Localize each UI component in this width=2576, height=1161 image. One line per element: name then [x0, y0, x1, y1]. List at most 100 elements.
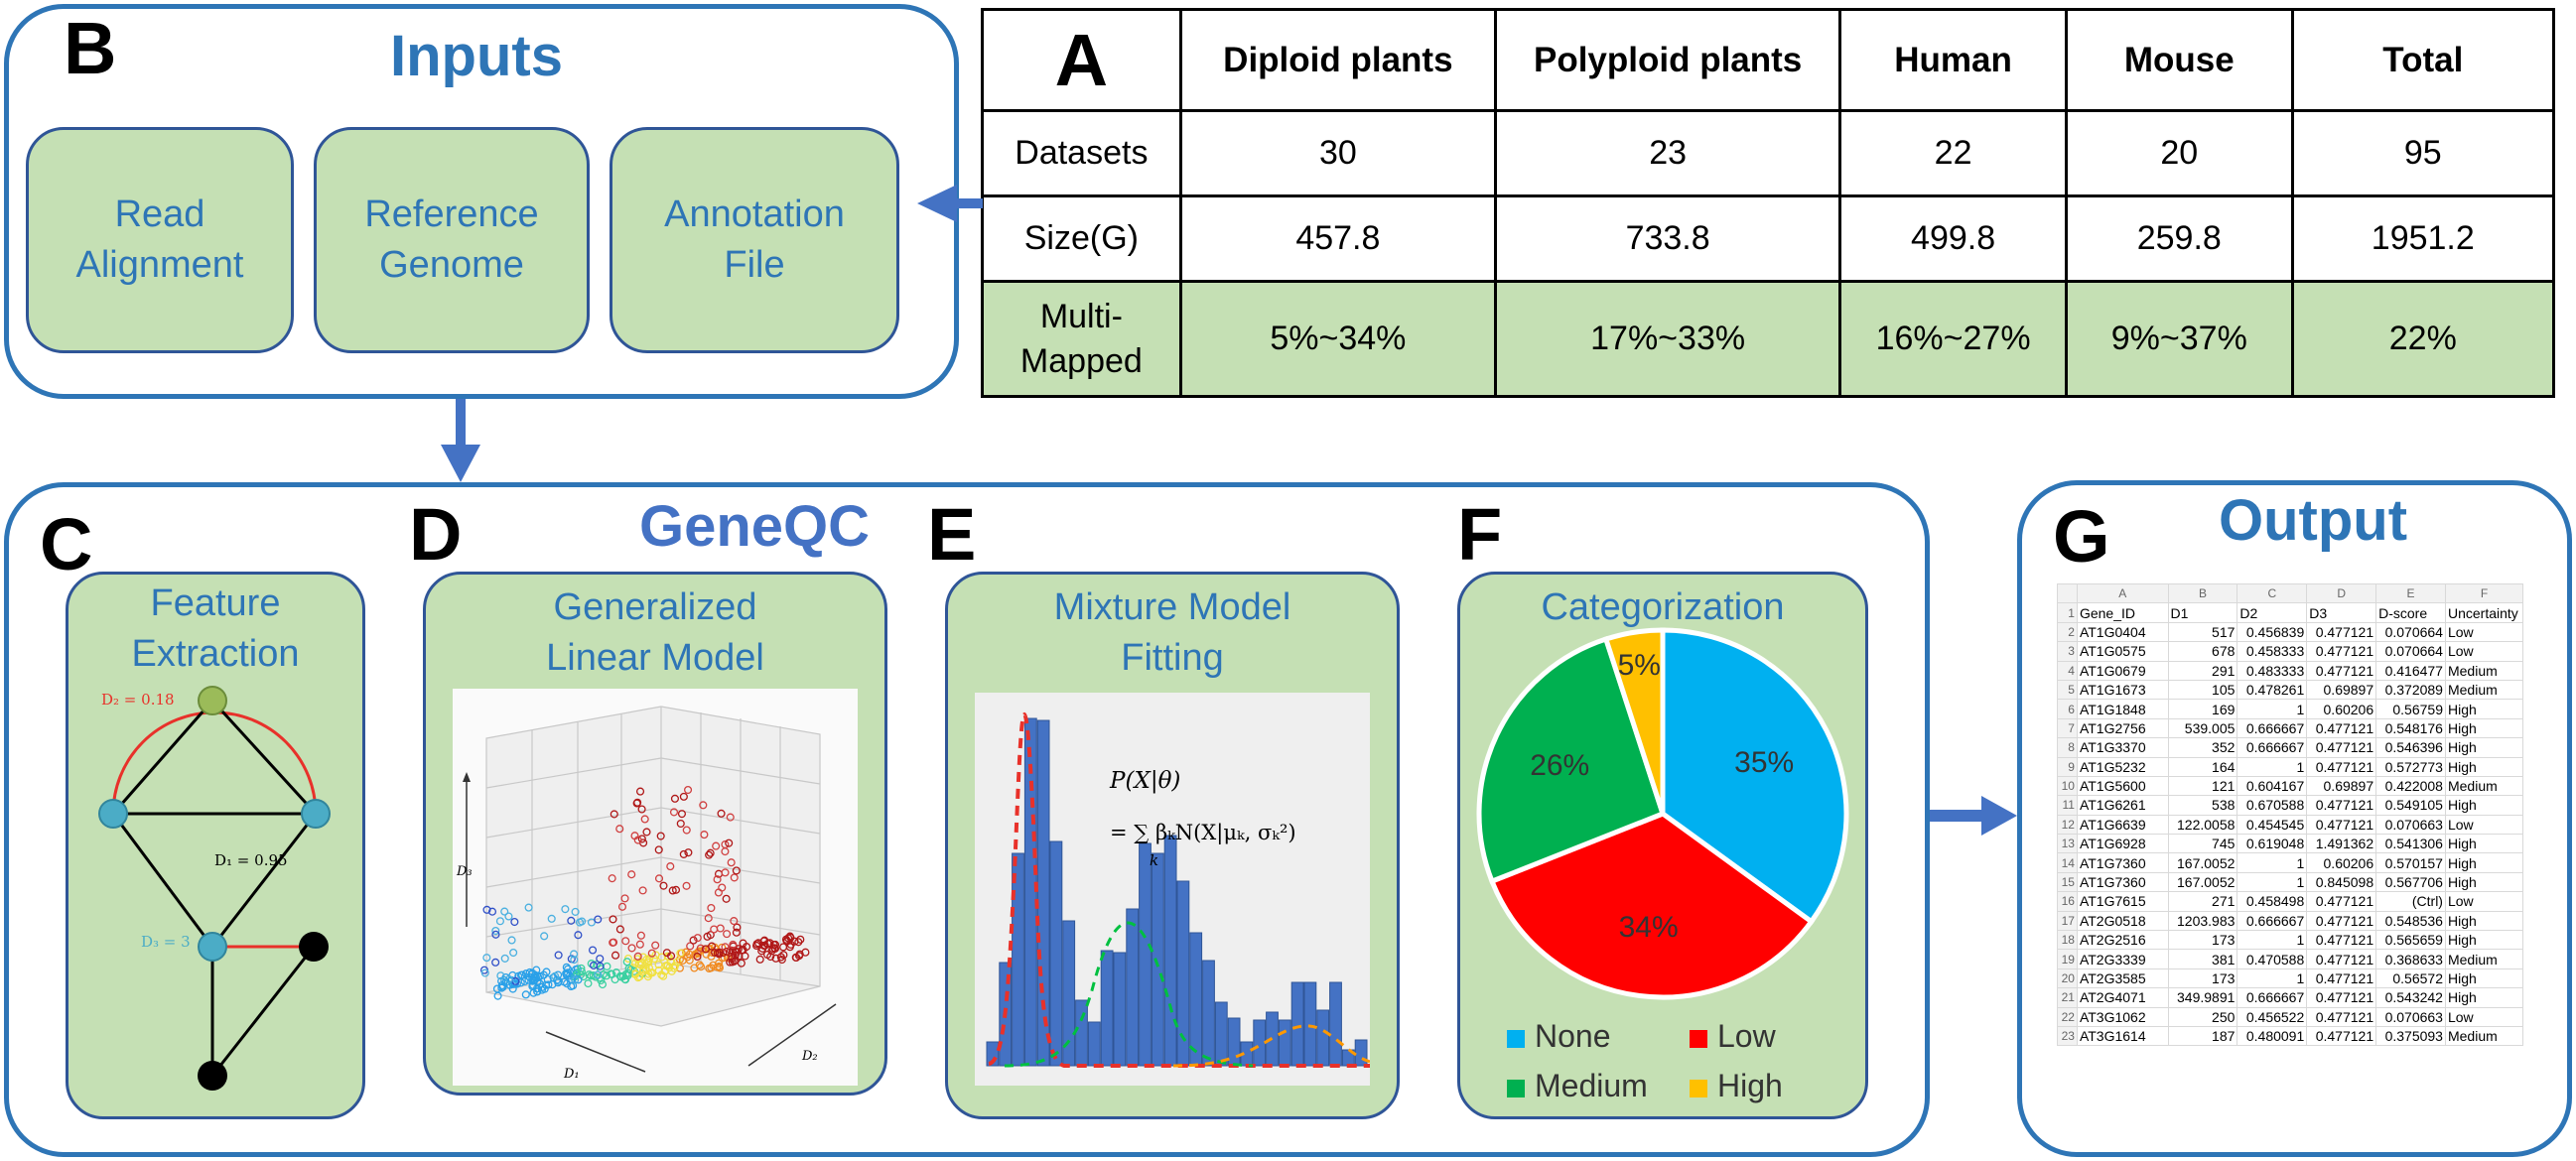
scatter-point: [636, 931, 645, 940]
scatter-point: [504, 912, 513, 921]
scatter-point: [633, 973, 642, 982]
scatter-point: [584, 979, 593, 988]
input-box-label: Reference Genome: [317, 190, 587, 292]
sheet-column-letter: B: [2167, 583, 2238, 604]
histogram-bar: [1163, 835, 1177, 1067]
scatter-point: [571, 907, 580, 916]
input-box-line1: Reference: [364, 194, 539, 235]
pie-slice-medium: [1476, 635, 1667, 885]
sheet-row-number: 16: [2057, 891, 2078, 912]
sheet-cell: Medium: [2444, 949, 2523, 969]
scatter-point: [735, 952, 744, 961]
scatter-point: [639, 967, 648, 976]
input-box-label: Read Alignment: [29, 190, 291, 292]
histogram-bar: [1113, 952, 1127, 1067]
scatter-point: [627, 944, 636, 953]
scatter-point: [520, 976, 529, 986]
green-fit-curve: [1004, 921, 1254, 1068]
scatter-point: [792, 953, 801, 963]
sheet-cell: AT1G5232: [2076, 756, 2169, 777]
axis-d2: [747, 1003, 837, 1067]
sheet-cell: AT1G0404: [2076, 621, 2169, 643]
scatter-point: [725, 838, 734, 847]
graph-node-black-bottom: [198, 1061, 227, 1091]
sheet-row-number: 5: [2057, 679, 2078, 701]
scatter-point: [624, 965, 633, 973]
scatter-point: [794, 938, 803, 947]
title-line1: Feature: [150, 582, 281, 624]
sheet-cell: 1: [2237, 699, 2308, 719]
sheet-cell: 0.458333: [2237, 641, 2308, 662]
scatter-point: [718, 883, 727, 892]
sheet-cell: D1: [2167, 602, 2238, 623]
sheet-cell: AT1G6928: [2076, 834, 2169, 854]
sheet-cell: 0.56572: [2375, 968, 2446, 989]
scatter-point: [561, 905, 570, 914]
scatter-point: [705, 964, 714, 973]
scatter-point: [602, 971, 611, 980]
sheet-cell: 0.477121: [2306, 1006, 2377, 1027]
sheet-cell: 0.470588: [2237, 949, 2308, 969]
scatter-point: [510, 917, 519, 927]
histogram-bar: [1316, 1009, 1330, 1067]
scatter-point: [704, 914, 713, 923]
sheet-cell: AT2G0518: [2076, 910, 2169, 932]
legend-item-medium: Medium: [1507, 1068, 1648, 1104]
panel-letter-a: A: [1054, 19, 1109, 101]
histogram-bar: [986, 1041, 1000, 1067]
scatter-point: [727, 858, 736, 867]
sheet-column-letter: E: [2375, 583, 2446, 604]
sheet-data-row: 7 AT1G2756 539.005 0.666667 0.477121 0.548176…: [2057, 717, 2523, 739]
sheet-cell: D-score: [2375, 602, 2446, 623]
scatter-point: [491, 930, 500, 939]
scatter-point: [646, 968, 655, 977]
sheet-cell: 105: [2167, 679, 2238, 701]
scatter-point: [480, 968, 489, 977]
scatter-point: [617, 902, 627, 911]
row-label: Datasets: [981, 109, 1182, 197]
pie-label-none: 35%: [1734, 746, 1794, 779]
histogram-bar: [1227, 1017, 1241, 1067]
sheet-data-row: 11 AT1G6261 538 0.670588 0.477121 0.549105 Hig…: [2057, 795, 2523, 816]
sheet-cell: High: [2444, 737, 2523, 758]
input-box-line2: File: [724, 244, 785, 287]
scatter-point: [609, 915, 617, 924]
legend-label: None: [1535, 1018, 1611, 1054]
glm-3d-plot: D₃ D₁ D₂: [453, 689, 858, 1086]
scatter-point: [578, 917, 587, 926]
sheet-data-row: 12 AT1G6639 122.0058 0.454545 0.477121 0.0706…: [2057, 814, 2523, 836]
sheet-row-number: 4: [2057, 660, 2078, 681]
scatter-point: [693, 934, 702, 943]
sheet-cell: AT1G6639: [2076, 814, 2169, 836]
sheet-cell: AT2G4071: [2076, 987, 2169, 1008]
histogram-bar: [1087, 1021, 1101, 1067]
sheet-data-row: 19 AT2G3339 381 0.470588 0.477121 0.368633 Med…: [2057, 949, 2523, 969]
histogram-bar: [1049, 840, 1063, 1067]
sheet-data-row: 14 AT1G7360 167.0052 1 0.60206 0.570157 High: [2057, 852, 2523, 873]
scatter-point: [684, 785, 693, 795]
scatter-point: [598, 980, 608, 989]
scatter-point: [642, 828, 651, 837]
scatter-point: [521, 990, 530, 999]
sheet-cell: 0.477121: [2306, 891, 2377, 912]
sheet-cell: 0.456522: [2237, 1006, 2308, 1027]
sheet-cell: AT2G2516: [2076, 930, 2169, 951]
scatter-point: [608, 874, 616, 883]
table-header: Human: [1838, 8, 2068, 112]
axis-label-d3: D₃: [456, 864, 473, 879]
label-d1: D₁ = 0.95: [214, 851, 288, 869]
scatter-point: [531, 973, 541, 982]
graph-edge: [210, 946, 316, 1077]
sheet-cell: 1: [2237, 930, 2308, 951]
sheet-cell: Uncertainty: [2444, 602, 2523, 623]
graph-arc-d2: [111, 710, 318, 815]
sheet-data-row: 5 AT1G1673 105 0.478261 0.69897 0.372089 Mediu…: [2057, 679, 2523, 701]
scatter-point: [508, 984, 517, 993]
scatter-point: [498, 982, 507, 991]
histogram-bar: [1126, 908, 1140, 1067]
sheet-row-number: 23: [2057, 1025, 2078, 1047]
sheet-cell: 0.422008: [2375, 775, 2446, 797]
sheet-cell: 352: [2167, 737, 2238, 758]
sheet-row-number: 17: [2057, 910, 2078, 932]
legend-label: High: [1717, 1068, 1783, 1103]
